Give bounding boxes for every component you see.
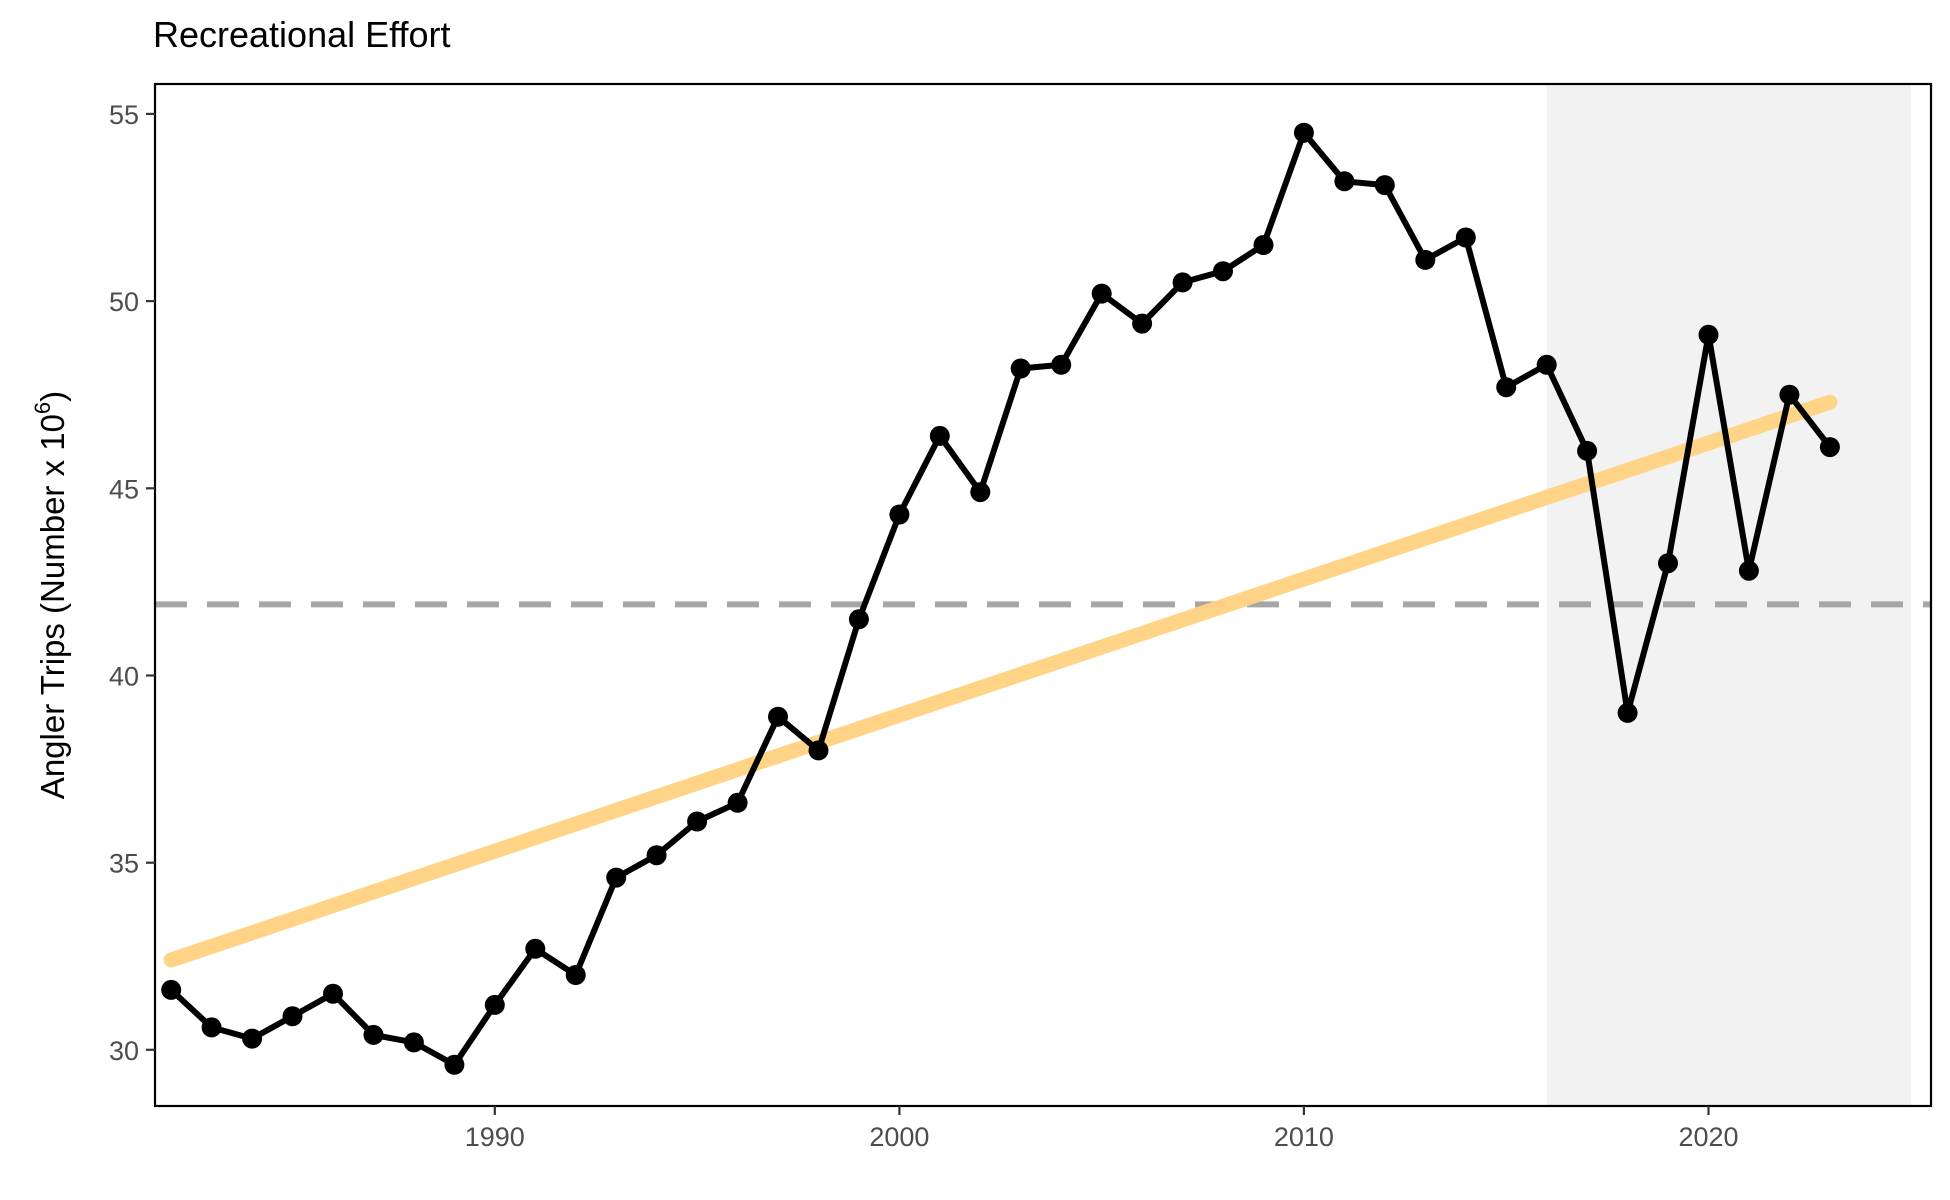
data-point-2005 — [1091, 283, 1112, 304]
data-point-1999 — [848, 609, 869, 630]
data-point-1991 — [525, 938, 546, 959]
y-axis-title: Angler Trips (Number x 106) — [30, 391, 71, 799]
data-point-2019 — [1658, 553, 1678, 574]
data-point-2016 — [1536, 354, 1557, 375]
chart-title: Recreational Effort — [153, 14, 451, 55]
data-point-2018 — [1617, 702, 1638, 723]
data-point-1987 — [363, 1024, 384, 1045]
data-point-1998 — [808, 740, 829, 761]
y-tick-label: 50 — [109, 287, 139, 317]
data-point-1993 — [606, 867, 627, 888]
data-point-2004 — [1051, 354, 1072, 375]
data-point-2000 — [889, 504, 910, 525]
y-tick-label: 40 — [109, 662, 139, 692]
data-point-2006 — [1132, 313, 1153, 334]
data-point-1982 — [161, 979, 182, 1000]
data-point-1994 — [646, 845, 667, 866]
data-point-2002 — [970, 482, 991, 503]
trend-line-layer — [163, 394, 1838, 968]
data-point-2001 — [929, 425, 950, 446]
data-point-2017 — [1577, 440, 1598, 461]
x-tick-label: 1990 — [465, 1122, 525, 1152]
trend-line — [163, 394, 1838, 968]
series-layer — [161, 122, 1840, 1075]
data-point-1997 — [768, 706, 788, 727]
plot-panel-border — [153, 82, 1933, 1108]
highlight-region-layer — [1546, 84, 1911, 1106]
highlight-region — [1546, 84, 1911, 1106]
data-point-2008 — [1213, 261, 1233, 282]
data-point-2012 — [1374, 175, 1395, 196]
data-point-1996 — [727, 792, 748, 813]
x-tick-label: 2000 — [869, 1122, 929, 1152]
data-point-2023 — [1819, 437, 1840, 458]
data-point-1986 — [323, 983, 343, 1004]
data-point-1989 — [444, 1054, 465, 1075]
x-axis: 1990 2000 2010 2020 — [465, 1106, 1739, 1152]
y-axis-title-superscript: 6 — [30, 402, 55, 414]
data-point-1995 — [687, 811, 708, 832]
data-point-2010 — [1293, 122, 1314, 143]
y-tick-label: 30 — [109, 1036, 139, 1066]
y-tick-label: 55 — [109, 100, 139, 130]
data-point-2011 — [1334, 171, 1355, 192]
data-point-1984 — [242, 1028, 263, 1049]
data-point-2022 — [1779, 384, 1800, 405]
data-point-1988 — [403, 1032, 424, 1053]
data-point-2014 — [1455, 227, 1476, 248]
data-point-1990 — [484, 994, 505, 1015]
data-point-2003 — [1010, 358, 1031, 379]
data-point-2007 — [1172, 272, 1193, 293]
x-tick-label: 2020 — [1678, 1122, 1738, 1152]
data-point-2015 — [1496, 377, 1517, 398]
data-point-2021 — [1738, 560, 1759, 581]
data-point-2009 — [1253, 235, 1274, 255]
x-tick-label: 2010 — [1274, 1122, 1334, 1152]
data-point-1985 — [282, 1006, 303, 1027]
y-axis: 30 35 40 45 50 55 — [109, 100, 155, 1066]
data-point-2013 — [1415, 249, 1436, 270]
y-tick-label: 45 — [109, 474, 139, 504]
data-point-1983 — [201, 1017, 222, 1038]
data-point-2020 — [1698, 324, 1719, 345]
y-tick-label: 35 — [109, 849, 139, 879]
y-axis-title-suffix: ) — [34, 391, 71, 402]
data-point-1992 — [565, 965, 586, 985]
y-axis-title-main: Angler Trips (Number x 10 — [34, 414, 71, 799]
